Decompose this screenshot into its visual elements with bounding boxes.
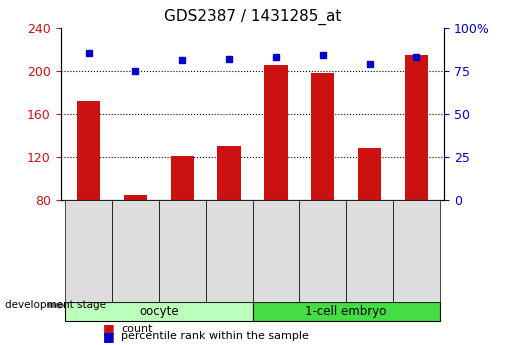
Bar xyxy=(358,148,381,200)
Text: ■: ■ xyxy=(103,330,115,343)
Title: GDS2387 / 1431285_at: GDS2387 / 1431285_at xyxy=(164,9,341,25)
Bar xyxy=(77,101,100,200)
Bar xyxy=(311,73,334,200)
Bar xyxy=(171,156,194,200)
Text: development stage: development stage xyxy=(5,300,106,310)
Bar xyxy=(217,146,241,200)
Bar xyxy=(264,65,288,200)
Text: percentile rank within the sample: percentile rank within the sample xyxy=(121,332,309,341)
Bar xyxy=(124,195,147,200)
Text: ■: ■ xyxy=(103,322,115,335)
Bar xyxy=(405,55,428,200)
Text: count: count xyxy=(121,324,153,334)
Text: 1-cell embryo: 1-cell embryo xyxy=(306,305,387,318)
Text: oocyte: oocyte xyxy=(139,305,179,318)
